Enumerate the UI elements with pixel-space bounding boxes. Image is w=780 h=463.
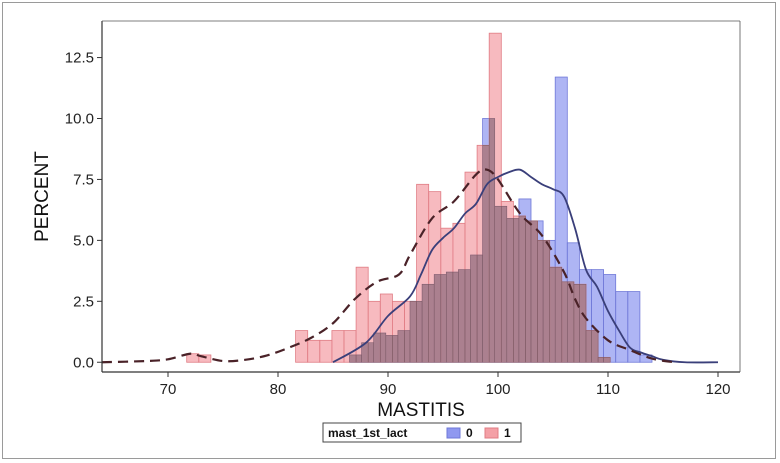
x-tick-label-1: 80: [270, 381, 287, 398]
x-tick-label-4: 110: [596, 381, 620, 398]
legend-title: mast_1st_lact: [328, 426, 407, 440]
axes: 70 80 90 100 110 120 0.0 2.5 5.0 7.5 10.0 12.5: [65, 20, 741, 398]
y-tick-label-3: 7.5: [73, 171, 94, 188]
x-tick-label-3: 100: [485, 381, 510, 398]
y-tick-label-4: 10.0: [65, 111, 94, 128]
series-0-bar-23: [627, 291, 641, 363]
series-1-bar-1: [198, 354, 212, 363]
overlap-bar-30: [530, 220, 538, 363]
overlap-bar-11: [416, 301, 423, 363]
chart-frame: 70 80 90 100 110 120 0.0 2.5 5.0 7.5 10.0 12.5 MAST…: [2, 2, 776, 459]
overlap-bar-7: [392, 335, 399, 363]
overlap-bar-35: [561, 281, 568, 363]
overlap-bar-34: [554, 266, 563, 363]
overlap-bar-10: [409, 301, 417, 363]
overlap-bar-37: [573, 284, 580, 363]
x-tick-label-0: 70: [160, 381, 177, 398]
overlap-bars: [349, 118, 611, 363]
x-tick-label-2: 90: [380, 381, 397, 398]
overlap-bar-1: [355, 354, 362, 363]
overlap-bar-9: [404, 330, 411, 363]
overlap-bar-23: [488, 118, 495, 363]
series-1-bar-4: [319, 339, 333, 363]
overlap-bar-24: [494, 206, 502, 363]
x-tick-label-5: 120: [705, 381, 730, 398]
overlap-bar-21: [476, 254, 483, 363]
density-curves: [101, 168, 719, 364]
y-axis-title: PERCENT: [32, 151, 53, 242]
y-tick-label-2: 5.0: [73, 232, 94, 249]
y-tick-label-0: 0.0: [73, 354, 94, 371]
overlap-bar-40: [591, 330, 599, 363]
overlap-bar-0: [349, 354, 357, 363]
overlap-bar-20: [470, 254, 478, 363]
overlap-bar-8: [397, 330, 405, 363]
overlap-bar-26: [506, 218, 514, 363]
overlap-bar-31: [537, 240, 544, 363]
overlap-bar-6: [385, 335, 393, 363]
series-0-bar-21: [603, 274, 617, 363]
y-tick-label-1: 2.5: [73, 293, 94, 310]
legend-label-1: 1: [504, 426, 511, 440]
overlap-bar-22: [482, 145, 490, 363]
legend-box: [322, 422, 522, 443]
overlap-bar-12: [421, 284, 429, 363]
overlap-bar-16: [446, 271, 454, 363]
legend-label-0: 0: [466, 426, 473, 440]
overlap-bar-42: [603, 357, 611, 363]
overlap-bar-36: [567, 281, 575, 363]
overlap-bar-17: [452, 271, 459, 363]
series-1-bar-2: [295, 330, 309, 363]
overlap-bar-13: [428, 284, 435, 363]
legend: mast_1st_lact 0 1: [322, 422, 522, 443]
overlap-bar-29: [525, 220, 532, 363]
overlap-bar-28: [518, 215, 526, 363]
overlap-bar-18: [458, 269, 466, 363]
overlap-bar-14: [433, 274, 442, 363]
overlap-bar-33: [549, 266, 556, 363]
overlap-bar-38: [579, 284, 587, 363]
overlap-bar-4: [373, 332, 381, 363]
overlap-bar-19: [464, 269, 471, 363]
histogram-chart: 70 80 90 100 110 120 0.0 2.5 5.0 7.5 10.0 12.5 MAST…: [32, 20, 741, 443]
overlap-bar-3: [367, 342, 374, 363]
overlap-bar-25: [501, 206, 508, 363]
overlap-bar-41: [597, 357, 604, 363]
series-1-density-curve: [101, 168, 675, 364]
overlap-bar-27: [513, 218, 520, 363]
series-1-bar-3: [307, 339, 321, 363]
legend-swatch-1: [484, 427, 499, 439]
overlap-bar-39: [585, 330, 592, 363]
y-tick-label-5: 12.5: [65, 50, 94, 67]
overlap-bar-32: [542, 240, 550, 363]
overlap-bar-15: [440, 274, 447, 363]
series-0-density-curve: [332, 168, 719, 364]
legend-swatch-0: [446, 427, 461, 439]
overlap-bar-5: [380, 332, 387, 363]
x-axis-title: MASTITIS: [377, 400, 465, 421]
